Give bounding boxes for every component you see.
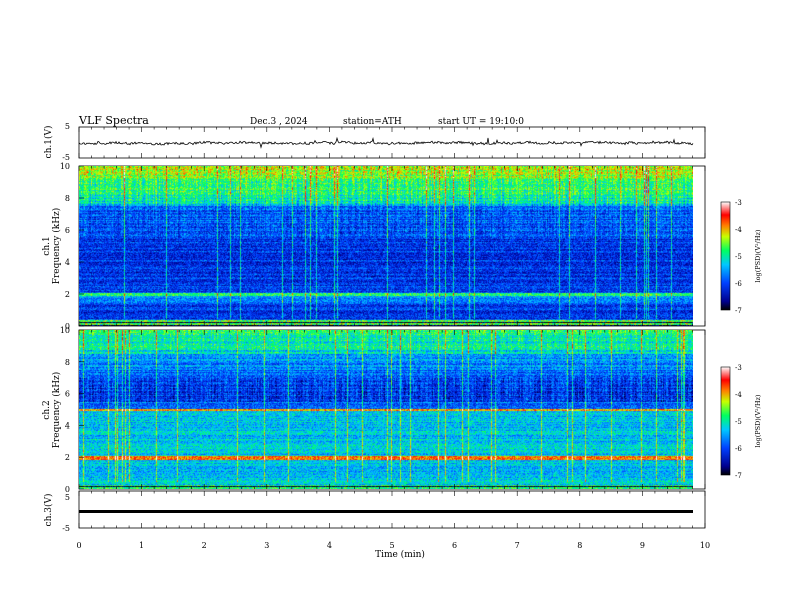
ch1-ytick-bottom: -5 (62, 153, 70, 162)
ch1-spectrogram-panel: 0 2 4 6 8 10 ch.1 Frequency (kHz) (42, 162, 706, 331)
colorbar-tick-label: -4 (735, 226, 742, 234)
x-tick-label: 2 (202, 541, 207, 550)
ch2-spectrogram-heatmap (79, 330, 693, 489)
ch1-waveform-panel: 5 -5 ch.1(V) (43, 122, 706, 162)
ch3-waveform-ticks (78, 491, 706, 528)
ch1-colorbar-gradient (720, 201, 731, 311)
ch2-spectrogram-panel: 0 2 4 6 8 10 ch.2 Frequency (kHz) (42, 326, 706, 494)
ch2-colorbar: -3 -4 -5 -6 -7 log(PSD)(V²/Hz) (720, 364, 762, 480)
ch1-waveform-ticks (78, 127, 706, 158)
colorbar-tick-label: -5 (735, 253, 742, 261)
y-tick-label: 8 (65, 194, 70, 203)
ch1-spectrogram-ylabel-line1: ch.1 (42, 236, 52, 255)
start-time-label: start UT = 19:10:0 (438, 117, 524, 127)
x-tick-label: 7 (515, 541, 520, 550)
y-tick-label: 6 (65, 390, 70, 399)
x-tick-label: 5 (389, 541, 394, 550)
y-tick-label: 4 (65, 421, 70, 430)
ch1-ytick-top: 5 (65, 122, 70, 131)
colorbar-tick-label: -4 (735, 391, 742, 399)
x-tick-label: 0 (76, 541, 81, 550)
colorbar-tick-label: -6 (735, 280, 742, 288)
ch1-spectrogram-ylabel-line2: Frequency (kHz) (51, 208, 62, 285)
ch1-colorbar-label: log(PSD)(V²/Hz) (754, 229, 762, 282)
y-tick-label: 0 (65, 322, 70, 331)
y-tick-label: 6 (65, 226, 70, 235)
y-tick-label: 10 (60, 162, 70, 171)
ch2-spectrogram-ticks (78, 329, 706, 490)
ch1-spectrogram-heatmap (79, 166, 693, 326)
x-tick-label: 4 (327, 541, 332, 550)
colorbar-tick-label: -3 (735, 364, 742, 372)
ch1-colorbar: -3 -4 -5 -6 -7 log(PSD)(V²/Hz) (720, 199, 762, 315)
ch2-spectrogram-ylabel-line1: ch.2 (42, 400, 52, 419)
ch1-waveform-ylabel: ch.1(V) (43, 126, 54, 159)
colorbar-tick-label: -6 (735, 445, 742, 453)
colorbar-tick-label: -7 (735, 472, 742, 480)
y-tick-label: 2 (65, 453, 70, 462)
y-tick-label: 0 (65, 485, 70, 494)
date-label: Dec.3 , 2024 (250, 117, 308, 127)
colorbar-tick-label: -3 (735, 199, 742, 207)
ch3-waveform-line (79, 510, 693, 513)
y-tick-label: 10 (60, 326, 70, 335)
y-tick-label: 8 (65, 358, 70, 367)
ch3-waveform-panel: 5 -5 ch.3(V) (43, 490, 706, 533)
x-axis-label: Time (min) (375, 549, 425, 560)
colorbar-tick-label: -7 (735, 307, 742, 315)
ch1-waveform-line (78, 136, 694, 149)
ch2-colorbar-label: log(PSD)(V²/Hz) (754, 394, 762, 447)
ch3-ytick-top: 5 (65, 493, 70, 502)
x-tick-label: 3 (264, 541, 269, 550)
x-tick-label: 9 (640, 541, 645, 550)
x-tick-label: 6 (452, 541, 457, 550)
colorbar-tick-label: -5 (735, 418, 742, 426)
x-tick-label: 1 (139, 541, 144, 550)
x-tick-label: 8 (577, 541, 582, 550)
ch3-waveform-frame (78, 490, 706, 529)
ch3-waveform-ylabel: ch.3(V) (43, 494, 54, 527)
y-tick-label: 4 (65, 258, 70, 267)
x-axis-tick-labels: 0 1 2 3 4 5 6 7 8 9 10 (76, 541, 710, 550)
station-label: station=ATH (343, 117, 402, 127)
y-tick-label: 2 (65, 290, 70, 299)
ch2-colorbar-gradient (720, 366, 731, 476)
ch1-spectrogram-ticks (78, 165, 706, 327)
ch3-ytick-bottom: -5 (62, 524, 70, 533)
figure-title: VLF Spectra (78, 114, 149, 127)
x-tick-label: 10 (700, 541, 710, 550)
ch2-spectrogram-ylabel-line2: Frequency (kHz) (51, 372, 62, 449)
